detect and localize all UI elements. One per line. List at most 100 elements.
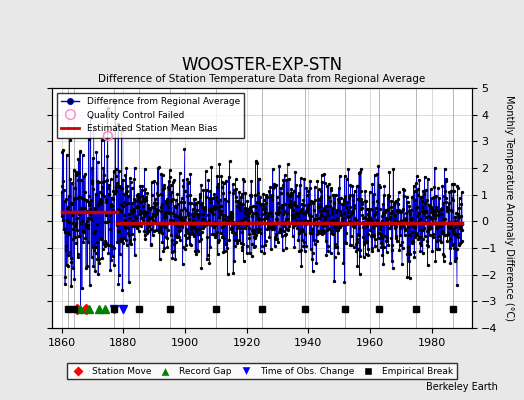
Point [392,207,401,214]
Point [188,211,196,217]
Point [130,176,138,182]
Point [348,208,356,214]
Point [285,176,293,182]
Point [116,237,124,243]
Point [204,205,213,212]
Point [195,220,204,227]
Point [229,270,237,276]
Point [401,232,409,238]
Point [374,163,383,169]
Point [312,260,320,266]
Point [296,182,304,188]
Point [87,216,95,222]
Point [438,183,446,190]
Point [420,191,428,198]
Point [207,199,215,205]
Point [418,194,426,200]
Point [172,222,181,229]
Point [63,228,72,235]
Point [212,196,220,203]
Point [334,250,342,256]
Point [278,226,286,233]
Point [243,250,251,256]
Point [440,253,448,259]
Point [62,151,71,158]
Text: WOOSTER-EXP-STN: WOOSTER-EXP-STN [181,56,343,74]
Point [362,238,370,245]
Point [110,168,118,174]
Point [157,190,166,197]
Point [261,242,269,248]
Point [223,270,232,277]
Point [309,200,318,206]
Point [113,180,121,186]
Point [231,230,239,236]
Point [258,201,267,208]
Point [343,212,351,219]
Point [205,207,214,214]
Point [223,218,231,225]
Point [297,246,305,253]
Point [204,220,212,226]
Point [270,224,279,230]
Point [281,244,290,251]
Point [308,230,316,236]
Point [428,216,436,222]
Point [377,232,385,238]
Point [210,206,218,212]
Point [195,211,203,218]
Point [119,240,127,246]
Point [433,232,442,239]
Point [187,242,195,248]
Point [356,247,364,254]
Point [276,228,284,234]
Point [397,208,406,215]
Point [364,252,373,258]
Point [281,232,290,238]
Point [88,178,96,184]
Point [181,232,189,238]
Point [331,244,340,250]
Point [160,184,168,191]
Point [188,230,196,237]
Point [305,218,313,224]
Point [124,230,133,236]
Point [428,195,436,201]
Point [106,242,114,248]
Point [361,198,369,204]
Point [215,160,224,167]
Point [148,179,156,185]
Point [222,220,230,226]
Point [294,237,302,244]
Point [115,228,123,234]
Point [335,224,343,230]
Point [365,189,374,195]
Point [257,216,266,222]
Point [384,205,392,212]
Point [325,220,334,226]
Point [180,199,188,206]
Point [163,184,172,190]
Point [168,249,176,255]
Point [300,238,309,245]
Point [395,247,403,253]
Point [209,211,217,217]
Point [174,200,182,207]
Point [217,184,226,190]
Point [305,185,314,191]
Point [217,203,225,209]
Point [369,199,377,205]
Point [266,224,274,230]
Point [324,180,333,187]
Point [201,206,210,212]
Point [378,251,387,258]
Point [294,212,303,219]
Point [384,195,392,202]
Point [152,227,161,234]
Point [63,216,71,223]
Point [232,186,240,192]
Point [93,178,101,184]
Point [453,246,461,252]
Point [237,225,246,231]
Point [432,192,440,199]
